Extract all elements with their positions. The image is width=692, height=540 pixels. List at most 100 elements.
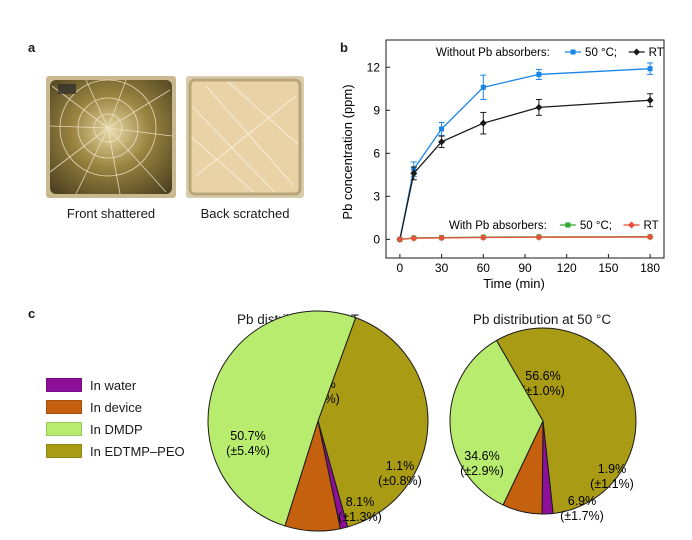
legend-item-water: In water [46,374,185,396]
data-point [646,233,654,241]
data-point [439,235,445,241]
data-point [480,234,486,240]
legend-swatch [46,422,82,436]
panel-label-a: a [28,40,36,55]
legend-item-edtmp-peo: In EDTMP–PEO [46,440,185,462]
legend-swatch [46,378,82,392]
x-axis-label: Time (min) [483,276,545,291]
data-point [438,234,446,242]
slice-value-label: 34.6% [464,449,499,463]
legend-swatch [46,400,82,414]
slice-value-label: 6.9% [568,494,597,508]
plot-frame [385,39,665,259]
pie-legend: In water In device In DMDP In EDTMP–PEO [46,374,185,462]
legend-series-name: 50 °C; [580,220,612,232]
front-caption: Front shattered [66,206,156,221]
data-point [397,236,403,242]
slice-error-label: (±1.0%) [521,384,565,398]
front-shattered-photo [46,76,176,198]
slice-error-label: (±1.7%) [560,509,604,523]
slice-error-label: (±0.8%) [378,474,422,488]
data-point [536,71,542,77]
x-tick-label: 0 [397,261,404,275]
legend-series-name: RT [649,47,664,59]
series-line [399,236,651,241]
pie-slice [449,339,544,506]
x-tick-label: 30 [435,261,449,275]
data-point [535,233,543,241]
slice-error-label: (±1.3%) [338,510,382,524]
series-line [399,99,651,240]
data-point [535,103,543,111]
data-point [646,96,654,104]
x-tick-label: 90 [518,261,532,275]
pie-title-50c: Pb distribution at 50 °C [472,312,612,327]
data-point [411,166,417,172]
legend-item-device: In device [46,396,185,418]
legend-label: In device [90,399,143,415]
data-point [410,234,418,242]
slice-error-label: (±5.4%) [226,444,270,458]
y-tick-label: 0 [373,232,380,246]
legend-marker [628,221,635,229]
legend-swatch [46,444,82,458]
series-without-0 [397,62,654,242]
pie-slice [284,419,341,532]
legend-item-dmdp: In DMDP [46,418,185,440]
y-tick-label: 9 [373,103,380,117]
panel-label-b: b [340,40,348,55]
pie-slice [207,310,357,527]
pie-title-rt: Pb distribution at RT [236,312,360,327]
x-tick-label: 120 [557,261,577,275]
legend-series-name: 50 °C; [585,47,617,59]
y-axis-label: Pb concentration (ppm) [340,84,355,219]
slice-value-label: 1.9% [598,462,627,476]
slice-value-label: 1.1% [386,459,415,473]
legend-without-label: Without Pb absorbers: [436,47,550,59]
legend-series-name: RT [644,220,659,232]
series-line [399,236,651,241]
legend-marker [565,222,571,228]
data-point [480,84,486,90]
y-tick-label: 12 [367,60,381,74]
pie-slice [502,420,544,515]
data-point [479,119,487,127]
legend-label: In water [90,377,137,393]
slice-error-label: (±2.9%) [460,464,504,478]
pie-0: 40.1%(±3.9%) 1.1%(±0.8%)8.1%(±1.3%) 50.7%(… [207,310,429,532]
data-point [479,233,487,241]
y-tick-label: 6 [373,146,380,160]
data-point [647,234,653,240]
data-point [410,169,418,177]
data-point [411,235,417,241]
back-scratched-photo [186,76,304,198]
data-point [438,138,446,146]
slice-error-label: (±3.9%) [296,392,340,406]
legend-with-label: With Pb absorbers: [449,220,547,232]
data-point [439,126,445,132]
pie-slice [317,316,429,528]
panel-label-c: c [28,306,36,321]
pie-slice [495,327,637,515]
pie-slice [317,420,349,530]
slice-value-label: 50.7% [230,429,265,443]
legend-marker [570,49,576,55]
slice-value-label: 56.6% [525,369,560,383]
data-point [396,235,404,243]
slice-value-label: 40.1% [300,377,335,391]
data-point [397,236,403,242]
series-without-1 [396,93,654,243]
series-with-2 [397,234,653,242]
data-point [396,235,404,243]
x-tick-label: 150 [598,261,618,275]
pie-slice [541,420,554,515]
slice-value-label: 8.1% [346,495,375,509]
data-point [647,66,653,72]
pie-1: 56.6%(±1.0%) 1.9%(±1.1%) 6.9%(±1.7%) 34.6%(… [449,327,637,523]
legend-marker [633,48,641,56]
series-line [399,68,651,240]
x-tick-label: 60 [477,261,491,275]
y-tick-label: 3 [373,189,380,203]
data-point [536,234,542,240]
slice-error-label: (±1.1%) [590,477,634,491]
